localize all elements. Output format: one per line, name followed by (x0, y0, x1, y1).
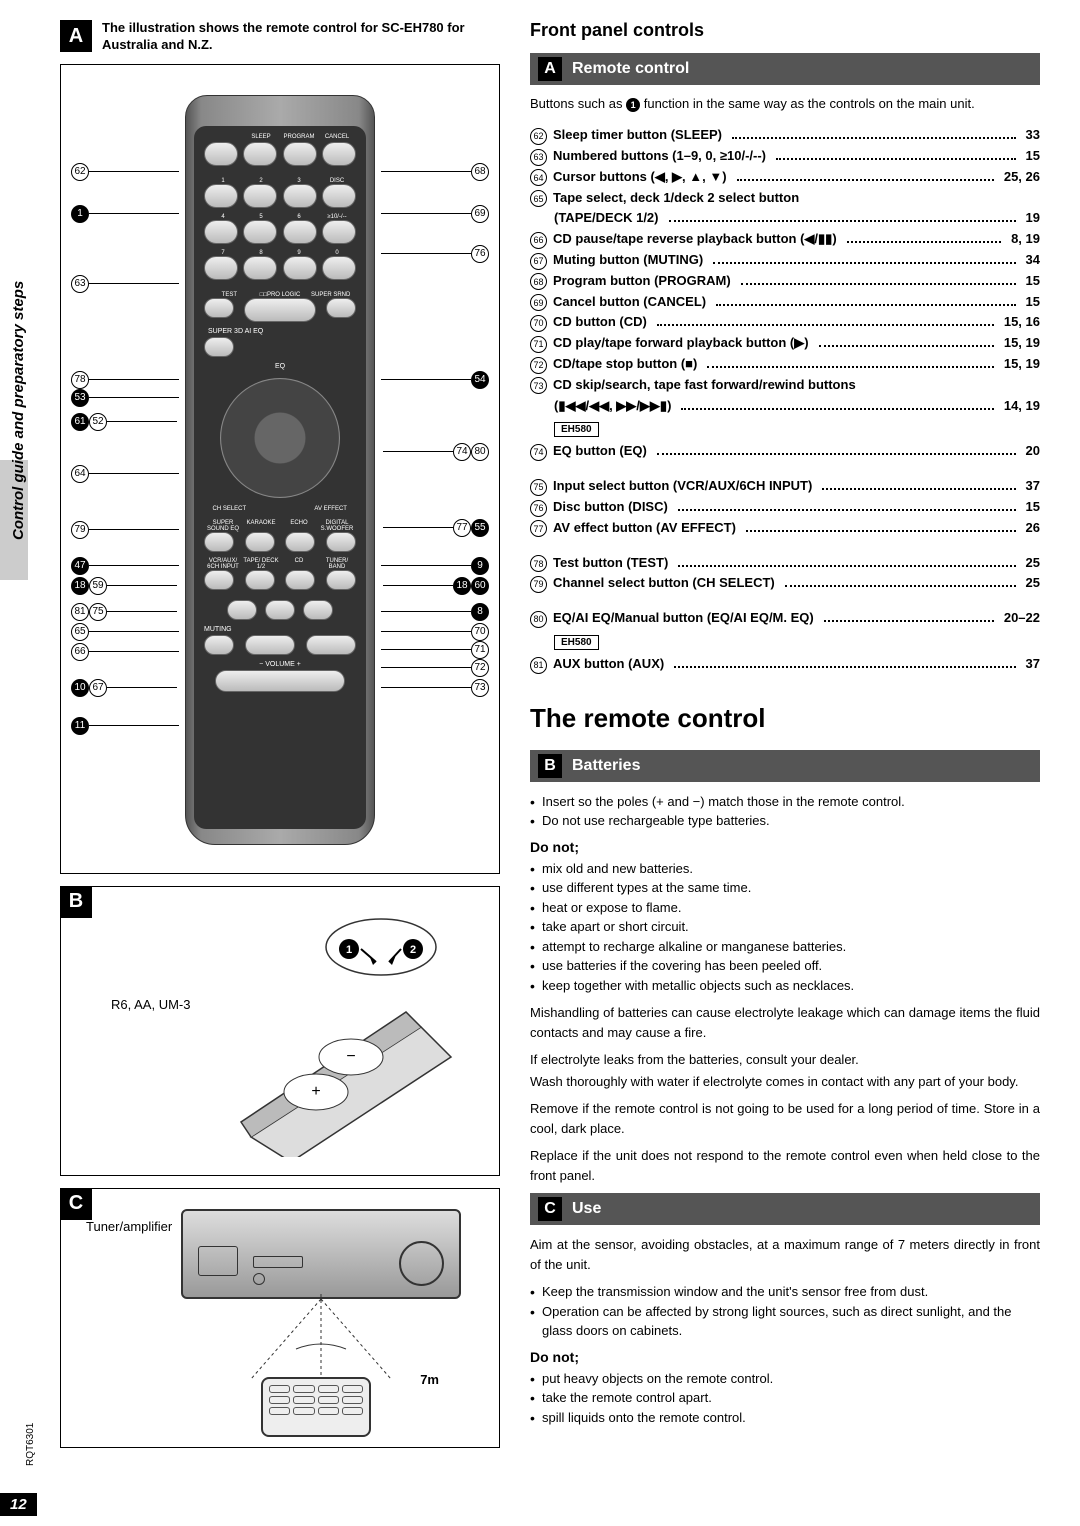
remote-label: MUTING (204, 626, 356, 633)
use-intro: Aim at the sensor, avoiding obstacles, a… (530, 1235, 1040, 1274)
side-tab-label: Control guide and preparatory steps (10, 281, 27, 540)
svg-text:+: + (311, 1083, 320, 1100)
section-a: A The illustration shows the remote cont… (60, 20, 500, 874)
section-a-intro: Buttons such as 1 function in the same w… (530, 95, 1040, 113)
remote-label: SUPER SOUND EQ (204, 520, 242, 532)
do-not-head-b: Do not; (530, 839, 1040, 855)
doc-code: RQT6301 (25, 1423, 36, 1466)
section-c-letter: C (538, 1197, 562, 1221)
svg-text:2: 2 (410, 944, 416, 956)
section-b-bar: B Batteries (530, 750, 1040, 782)
section-c-bar: C Use (530, 1193, 1040, 1225)
remote-label: VCR/AUX/ 6CH INPUT (204, 558, 242, 570)
section-a-caption: The illustration shows the remote contro… (102, 20, 500, 54)
battery-type-label: R6, AA, UM-3 (111, 997, 190, 1012)
section-a-badge: A (60, 20, 92, 52)
do-not-head-c: Do not; (530, 1349, 1040, 1365)
remote-label: SUPER SRND (305, 292, 356, 298)
section-c-badge: C (60, 1188, 92, 1220)
remote-label: EQ (204, 363, 356, 370)
page-number: 12 (0, 1493, 37, 1516)
remote-illustration: SLEEP PROGRAM CANCEL 123DISC 456≥10/-/--… (60, 64, 500, 874)
section-b-title: Batteries (572, 757, 640, 775)
remote-label: CH SELECT (204, 506, 255, 512)
remote-label: TEST (204, 292, 255, 298)
remote-label: CANCEL (318, 134, 356, 140)
remote-control-title: The remote control (530, 703, 1040, 734)
reference-list: 62Sleep timer button (SLEEP)3363Numbered… (530, 125, 1040, 675)
remote-label: DIGITAL S.WOOFER (318, 520, 356, 532)
remote-label: KARAOKE (242, 520, 280, 532)
section-b-letter: B (538, 754, 562, 778)
batteries-para5: Replace if the unit does not respond to … (530, 1146, 1040, 1185)
battery-illustration: − + 1 2 (201, 907, 461, 1157)
section-c-title: Use (572, 1200, 601, 1218)
batteries-donot: mix old and new batteries.use different … (530, 859, 1040, 996)
remote-label: ECHO (280, 520, 318, 532)
svg-text:1: 1 (346, 944, 352, 956)
front-panel-title: Front panel controls (530, 20, 1040, 41)
remote-label: CD (280, 558, 318, 570)
section-b-badge: B (60, 886, 92, 918)
use-donot: put heavy objects on the remote control.… (530, 1369, 1040, 1428)
distance-label: 7m (420, 1372, 439, 1387)
batteries-para1: Mishandling of batteries can cause elect… (530, 1003, 1040, 1042)
remote-label: PROGRAM (280, 134, 318, 140)
remote-label: SLEEP (242, 134, 280, 140)
tuner-amp-label: Tuner/amplifier (86, 1219, 172, 1234)
amp-illustration (181, 1209, 461, 1299)
section-b: B R6, AA, UM-3 − + 1 2 (60, 886, 500, 1176)
section-a-title: Remote control (572, 60, 689, 78)
section-a-bar: A Remote control (530, 53, 1040, 85)
remote-label: TAPE/ DECK 1/2 (242, 558, 280, 570)
remote-label: AV EFFECT (305, 506, 356, 512)
svg-text:−: − (346, 1048, 355, 1065)
remote-bottom-illustration (261, 1377, 371, 1437)
use-bullets: Keep the transmission window and the uni… (530, 1282, 1040, 1341)
remote-label: SUPER 3D AI EQ (204, 328, 356, 335)
batteries-para4: Remove if the remote control is not goin… (530, 1099, 1040, 1138)
section-a-letter: A (538, 57, 562, 81)
batteries-intro: Insert so the poles (+ and −) match thos… (530, 792, 1040, 831)
section-c: C Tuner/amplifier 7m 30° 30° (60, 1188, 500, 1448)
remote-label: VOLUME (265, 661, 295, 668)
remote-label: TUNER/ BAND (318, 558, 356, 570)
batteries-para2: If electrolyte leaks from the batteries,… (530, 1050, 1040, 1070)
batteries-para3: Wash thoroughly with water if electrolyt… (530, 1072, 1040, 1092)
